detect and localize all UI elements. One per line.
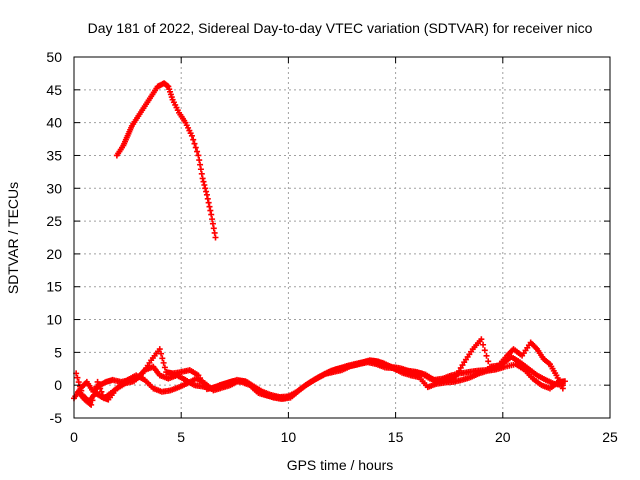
y-tick-label: 20: [46, 246, 62, 262]
data-point: [201, 181, 208, 188]
x-tick-labels: 0 5 10 15 20 25: [70, 429, 618, 445]
data-point: [158, 350, 165, 357]
grid-lines: [74, 57, 610, 418]
data-point: [207, 207, 214, 214]
data-point: [88, 401, 95, 408]
y-tick-label: 0: [54, 377, 62, 393]
data-point: [478, 336, 485, 343]
data-point: [210, 225, 217, 232]
x-tick-label: 0: [70, 429, 78, 445]
data-point: [200, 178, 207, 185]
data-point: [209, 220, 216, 227]
series-upper-arc: [113, 80, 219, 241]
data-point: [198, 170, 205, 177]
data-point: [211, 229, 218, 236]
y-tick-label: 5: [54, 344, 62, 360]
data-point: [481, 347, 488, 354]
data-point: [94, 378, 101, 385]
chart-title: Day 181 of 2022, Sidereal Day-to-day VTE…: [88, 20, 593, 36]
data-point: [203, 191, 210, 198]
data-point: [197, 161, 204, 168]
data-point: [89, 397, 96, 404]
y-tick-labels: -5 0 5 10 15 20 25 30 35 40 45 50: [46, 49, 62, 426]
data-point: [205, 199, 212, 206]
data-point: [197, 166, 204, 173]
data-point: [483, 352, 490, 359]
x-tick-label: 10: [281, 429, 297, 445]
data-point: [485, 358, 492, 365]
data-point: [480, 341, 487, 348]
x-axis-label: GPS time / hours: [287, 457, 394, 473]
y-axis-label: SDTVAR / TECUs: [5, 182, 21, 294]
plot-frame: [73, 56, 611, 419]
data-point: [98, 388, 105, 395]
data-point: [192, 144, 199, 151]
data-point: [75, 379, 82, 386]
data-point: [196, 157, 203, 164]
data-point: [159, 355, 166, 362]
data-point: [199, 175, 206, 182]
data-point: [77, 383, 84, 390]
y-tick-label: 45: [46, 82, 62, 98]
data-point: [92, 388, 99, 395]
data-point: [188, 132, 195, 139]
data-point: [203, 188, 210, 195]
y-tick-label: 50: [46, 49, 62, 65]
y-tick-label: 10: [46, 312, 62, 328]
data-point: [160, 359, 167, 366]
data-point: [190, 136, 197, 143]
data-point: [156, 346, 163, 353]
data-point: [194, 148, 201, 155]
data-point: [206, 203, 213, 210]
x-tick-label: 15: [388, 429, 404, 445]
data-point: [97, 385, 104, 392]
data-point: [195, 152, 202, 159]
data-point: [208, 211, 215, 218]
y-tick-label: 30: [46, 180, 62, 196]
data-point: [212, 234, 219, 241]
y-tick-label: -5: [50, 410, 63, 426]
y-tick-label: 35: [46, 147, 62, 163]
x-tick-label: 5: [177, 429, 185, 445]
series-lower-band-c: [75, 359, 568, 408]
data-point: [559, 385, 566, 392]
axis-ticks: [73, 56, 611, 419]
data-point: [209, 216, 216, 223]
data-point: [161, 364, 168, 371]
x-tick-label: 20: [495, 429, 511, 445]
y-tick-label: 40: [46, 115, 62, 131]
data-point: [90, 392, 97, 399]
y-tick-label: 25: [46, 213, 62, 229]
data-point: [561, 378, 568, 385]
series-layer: [71, 80, 568, 408]
data-point: [74, 374, 81, 381]
data-point: [95, 382, 102, 389]
x-tick-label: 25: [602, 429, 618, 445]
data-point: [204, 195, 211, 202]
y-tick-label: 15: [46, 279, 62, 295]
data-point: [191, 140, 198, 147]
data-point: [202, 185, 209, 192]
